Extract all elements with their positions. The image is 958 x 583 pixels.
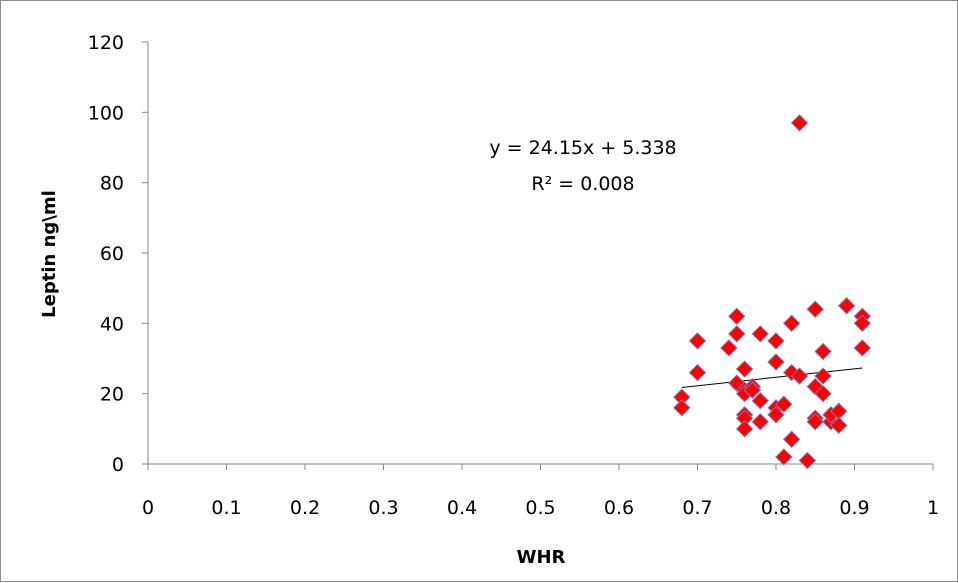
data-point: [806, 300, 824, 318]
data-point: [720, 339, 738, 357]
data-point: [814, 384, 832, 403]
data-point: [673, 399, 691, 417]
data-point: [837, 297, 856, 315]
data-point: [688, 363, 707, 382]
x-tick-label: 0.4: [447, 497, 477, 519]
data-point: [806, 413, 824, 431]
data-point: [735, 420, 754, 438]
data-points: [673, 114, 872, 470]
data-point: [782, 430, 801, 449]
data-point: [767, 406, 785, 424]
data-point: [743, 381, 762, 399]
data-point: [767, 332, 785, 350]
x-tick-label: 0.6: [604, 497, 634, 519]
x-tick-label: 0.5: [525, 497, 555, 519]
data-point: [751, 325, 770, 343]
trendline: [681, 367, 863, 388]
data-point: [853, 339, 872, 357]
y-tick-label: 60: [100, 243, 124, 265]
data-point: [735, 360, 754, 378]
y-tick-label: 40: [100, 313, 124, 335]
y-tick-label: 0: [112, 454, 124, 476]
y-tick-label: 100: [88, 102, 124, 124]
data-point: [775, 448, 793, 466]
y-tick-label: 80: [100, 173, 124, 195]
x-tick-label: 0: [142, 497, 154, 519]
data-point: [751, 413, 770, 431]
data-point: [767, 353, 785, 371]
data-point: [814, 342, 832, 361]
y-axis-title: Leptin ng\ml: [39, 190, 60, 318]
x-axis-title: WHR: [517, 547, 566, 568]
trendline-equation: y = 24.15x + 5.338: [489, 137, 676, 159]
y-tick-label: 20: [100, 384, 124, 406]
x-tick-label: 0.8: [761, 497, 791, 519]
data-point: [790, 114, 809, 132]
data-point: [728, 307, 746, 326]
x-tick-label: 0.9: [839, 497, 869, 519]
data-point: [751, 391, 770, 410]
r-squared-label: R² = 0.008: [531, 173, 634, 195]
data-point: [814, 367, 832, 385]
data-point: [798, 451, 817, 470]
x-tick-label: 0.1: [211, 497, 241, 519]
data-point: [853, 314, 872, 333]
y-tick-label: 120: [88, 32, 124, 54]
x-tick-label: 0.2: [290, 497, 320, 519]
data-point: [688, 332, 707, 350]
trendline-group: [681, 367, 863, 388]
x-tick-label: 0.7: [682, 497, 712, 519]
x-tick-label: 0.3: [368, 497, 398, 519]
data-point: [728, 325, 746, 343]
data-point: [790, 367, 809, 385]
data-point: [775, 395, 793, 413]
data-point: [782, 314, 801, 333]
axes: 0 20 40 60 80 100 120 0 0.1 0.2 0.3 0.4 0.5 0.6 0.7 0.8…: [88, 32, 939, 519]
data-point: [830, 416, 848, 435]
x-tick-label: 1: [927, 497, 939, 519]
